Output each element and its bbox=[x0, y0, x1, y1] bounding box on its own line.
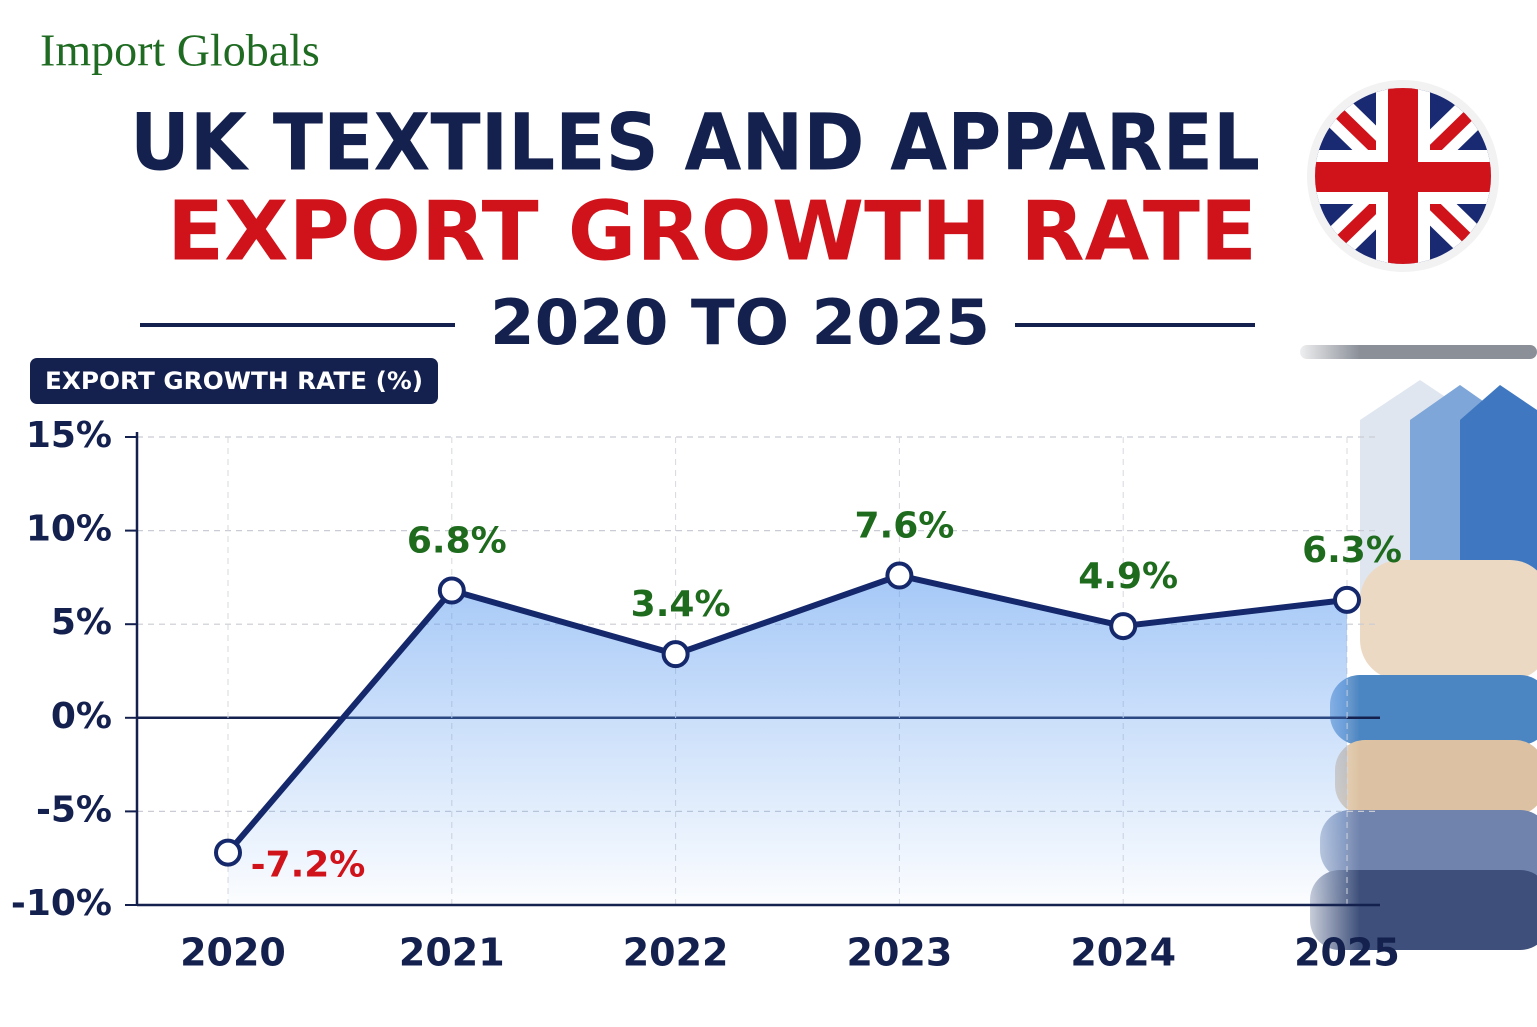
y-tick-label: -5% bbox=[36, 789, 112, 830]
chart-title-line2: EXPORT GROWTH RATE bbox=[167, 184, 1257, 279]
value-label: 6.3% bbox=[1302, 530, 1402, 571]
data-point bbox=[1109, 612, 1138, 641]
data-point bbox=[1333, 585, 1361, 614]
value-label: 7.6% bbox=[854, 506, 954, 547]
data-point bbox=[661, 640, 690, 669]
x-tick-label: 2024 bbox=[1070, 931, 1176, 975]
data-point bbox=[214, 838, 242, 867]
value-label: 4.9% bbox=[1078, 556, 1178, 597]
data-point bbox=[437, 576, 466, 605]
x-tick-label: 2021 bbox=[399, 931, 505, 975]
plot: -10% -5% 0% 5% 10% 15% -7.2% 6.8% 3.4% 7.6% 4.9% 6.… bbox=[11, 415, 1402, 975]
x-tick-label: 2020 bbox=[180, 931, 286, 975]
uk-flag bbox=[1307, 80, 1499, 272]
value-label: 6.8% bbox=[407, 521, 507, 562]
y-tick-label: 5% bbox=[51, 602, 112, 643]
y-tick-label: -10% bbox=[11, 883, 112, 924]
chart-subtitle: 2020 TO 2025 bbox=[490, 286, 990, 359]
value-label: -7.2% bbox=[251, 845, 366, 886]
y-label-badge bbox=[30, 358, 438, 404]
y-tick-label: 0% bbox=[51, 696, 112, 737]
data-point bbox=[885, 561, 914, 590]
x-tick-label: 2025 bbox=[1294, 931, 1400, 975]
x-tick-label: 2023 bbox=[847, 931, 953, 975]
chart-title: UK TEXTILES AND APPAREL bbox=[130, 98, 1260, 188]
area-fill bbox=[228, 575, 1347, 905]
value-label: 3.4% bbox=[631, 584, 731, 625]
brand-logo: Import Globals bbox=[40, 25, 320, 76]
y-tick-label: 15% bbox=[26, 415, 112, 456]
x-tick-label: 2022 bbox=[623, 931, 729, 975]
y-axis-label: EXPORT GROWTH RATE (%) bbox=[45, 367, 423, 395]
line bbox=[225, 572, 1348, 855]
y-tick-label: 10% bbox=[26, 509, 112, 550]
